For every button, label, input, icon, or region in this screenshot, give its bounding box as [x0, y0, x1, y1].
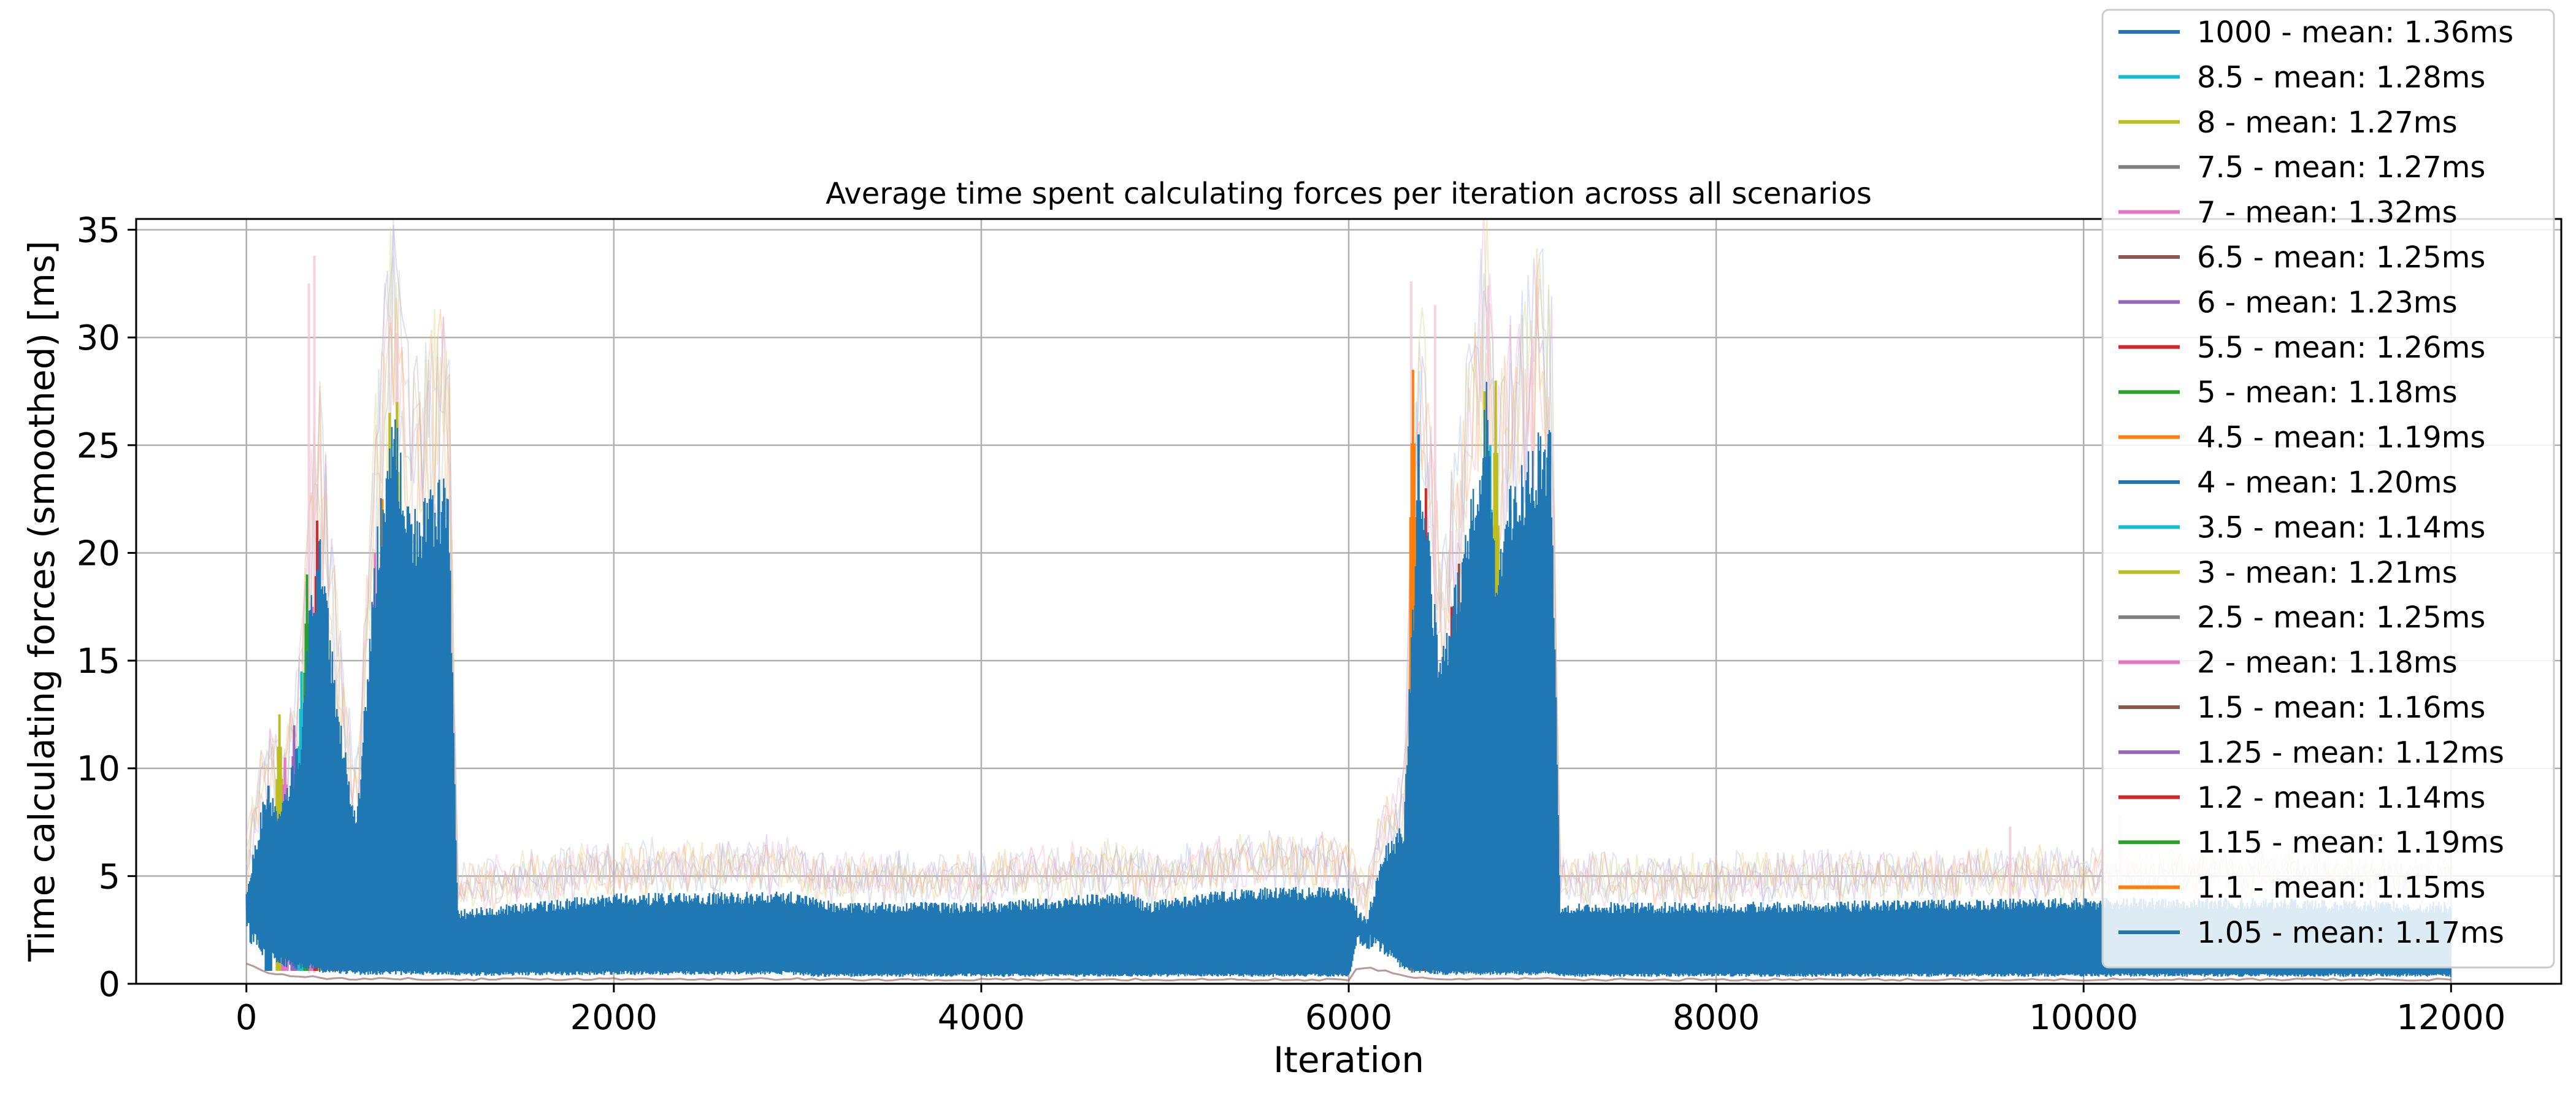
legend-label: 1.5 - mean: 1.16ms — [2197, 691, 2485, 725]
legend-entry[interactable]: 1.05 - mean: 1.17ms — [2118, 916, 2504, 950]
legend-label: 1.2 - mean: 1.14ms — [2197, 781, 2485, 815]
legend-box — [2101, 9, 2555, 968]
legend-entry[interactable]: 7 - mean: 1.32ms — [2118, 196, 2458, 230]
legend-entry[interactable]: 2 - mean: 1.18ms — [2118, 646, 2458, 680]
legend-entry[interactable]: 7.5 - mean: 1.27ms — [2118, 150, 2485, 185]
x-tick-label: 2000 — [570, 998, 658, 1038]
legend-label: 8 - mean: 1.27ms — [2197, 105, 2458, 140]
y-tick-label: 0 — [98, 965, 120, 1005]
legend-label: 5 - mean: 1.18ms — [2197, 375, 2458, 410]
legend-entry[interactable]: 6.5 - mean: 1.25ms — [2118, 240, 2485, 275]
x-tick-label: 10000 — [2029, 998, 2138, 1038]
legend-label: 3.5 - mean: 1.14ms — [2197, 510, 2485, 545]
legend-entry[interactable]: 1.25 - mean: 1.12ms — [2118, 735, 2504, 770]
legend-label: 3 - mean: 1.21ms — [2197, 556, 2458, 590]
legend-label: 1.15 - mean: 1.19ms — [2197, 826, 2504, 860]
x-axis-label: Iteration — [1273, 1039, 1424, 1081]
y-tick-label: 15 — [77, 642, 120, 681]
x-tick-label: 4000 — [938, 998, 1025, 1038]
legend-label: 4.5 - mean: 1.19ms — [2197, 421, 2485, 455]
legend-label: 1.1 - mean: 1.15ms — [2197, 871, 2485, 905]
legend-entry[interactable]: 1.5 - mean: 1.16ms — [2118, 691, 2485, 725]
y-tick-label: 5 — [98, 857, 120, 897]
legend-entry[interactable]: 3 - mean: 1.21ms — [2118, 556, 2458, 590]
faint-series-trace — [245, 219, 2452, 908]
legend-entry[interactable]: 3.5 - mean: 1.14ms — [2118, 510, 2485, 545]
legend[interactable]: 1000 - mean: 1.36ms 8.5 - mean: 1.28ms 8 -… — [2101, 9, 2555, 968]
legend-label: 5.5 - mean: 1.26ms — [2197, 331, 2485, 365]
y-axis-label: Time calculating forces (smoothed) [ms] — [21, 240, 63, 962]
legend-entry[interactable]: 4 - mean: 1.20ms — [2118, 466, 2458, 500]
legend-label: 2 - mean: 1.18ms — [2197, 646, 2458, 680]
faint-series-trace — [245, 219, 2452, 910]
x-axis: 0 2000 4000 6000 8000 10000 12000 — [236, 984, 2505, 1038]
y-tick-label: 10 — [77, 749, 120, 789]
legend-entry[interactable]: 5.5 - mean: 1.26ms — [2118, 331, 2485, 365]
y-tick-label: 35 — [77, 211, 120, 251]
legend-entry[interactable]: 1000 - mean: 1.36ms — [2118, 15, 2513, 50]
legend-entry[interactable]: 5 - mean: 1.18ms — [2118, 375, 2458, 410]
legend-label: 2.5 - mean: 1.25ms — [2197, 600, 2485, 635]
x-tick-label: 0 — [236, 998, 258, 1038]
series-baseline — [246, 962, 2451, 982]
legend-label: 8.5 - mean: 1.28ms — [2197, 60, 2485, 94]
legend-entry[interactable]: 6 - mean: 1.23ms — [2118, 285, 2458, 320]
faint-series-trace — [245, 256, 2452, 910]
faint-series-trace — [245, 248, 2451, 921]
legend-entry[interactable]: 2.5 - mean: 1.25ms — [2118, 600, 2485, 635]
y-tick-label: 30 — [77, 318, 120, 358]
plot-data — [245, 219, 2452, 982]
series-line-1000 — [245, 381, 2452, 977]
legend-label: 1000 - mean: 1.36ms — [2197, 15, 2513, 50]
legend-label: 1.25 - mean: 1.12ms — [2197, 735, 2504, 770]
x-tick-label: 12000 — [2396, 998, 2505, 1038]
y-tick-label: 20 — [77, 534, 120, 573]
y-tick-label: 25 — [77, 426, 120, 466]
legend-label: 6 - mean: 1.23ms — [2197, 285, 2458, 320]
y-axis: 0 5 10 15 20 25 30 35 — [77, 211, 136, 1005]
x-tick-label: 6000 — [1305, 998, 1393, 1038]
legend-label: 7 - mean: 1.32ms — [2197, 196, 2458, 230]
legend-entry[interactable]: 1.15 - mean: 1.19ms — [2118, 826, 2504, 860]
legend-entry[interactable]: 1.1 - mean: 1.15ms — [2118, 871, 2485, 905]
legend-entry[interactable]: 8.5 - mean: 1.28ms — [2118, 60, 2485, 94]
legend-label: 1.05 - mean: 1.17ms — [2197, 916, 2504, 950]
legend-label: 6.5 - mean: 1.25ms — [2197, 240, 2485, 275]
legend-label: 4 - mean: 1.20ms — [2197, 466, 2458, 500]
legend-entry[interactable]: 1.2 - mean: 1.14ms — [2118, 781, 2485, 815]
x-tick-label: 8000 — [1673, 998, 1760, 1038]
legend-entry[interactable]: 8 - mean: 1.27ms — [2118, 105, 2458, 140]
chart-title: Average time spent calculating forces pe… — [826, 177, 1871, 211]
faint-series-trace — [245, 219, 2451, 911]
legend-label: 7.5 - mean: 1.27ms — [2197, 150, 2485, 185]
legend-entry[interactable]: 4.5 - mean: 1.19ms — [2118, 421, 2485, 455]
